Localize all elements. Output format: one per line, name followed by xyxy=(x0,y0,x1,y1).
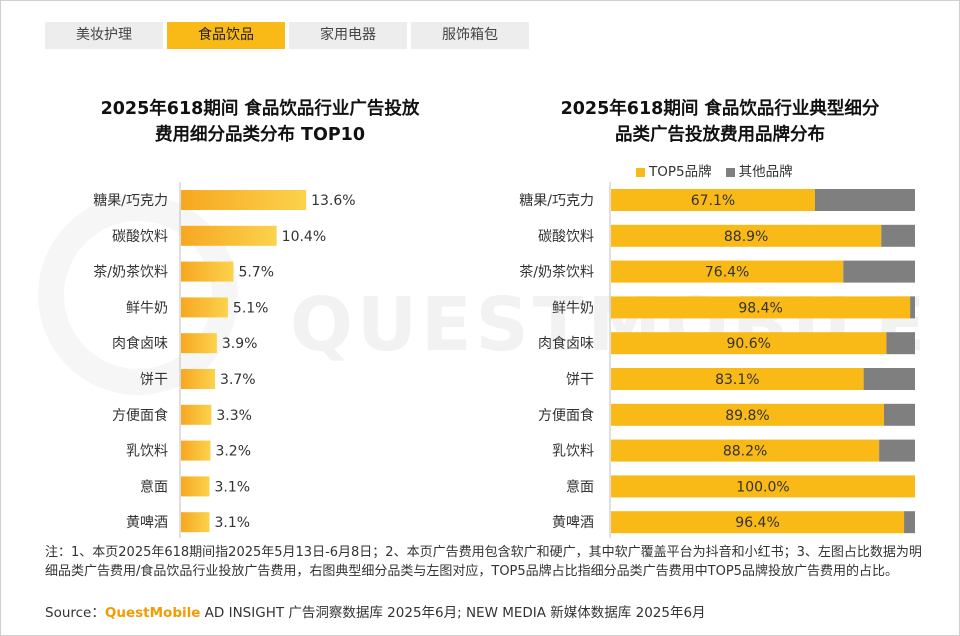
left-bar xyxy=(181,404,212,425)
source-brand: QuestMobile xyxy=(104,605,201,621)
right-value-label: 98.4% xyxy=(738,300,782,316)
right-bar-top5 xyxy=(611,260,844,283)
left-value-label: 5.1% xyxy=(233,300,269,316)
tab-beauty[interactable]: 美妆护理 xyxy=(45,22,163,49)
left-value-label: 3.9% xyxy=(222,336,258,352)
left-chart-title-line2: 费用细分品类分布 TOP10 xyxy=(154,125,366,145)
right-category-label: 方便面食 xyxy=(538,407,594,424)
right-chart-legend: TOP5品牌 其他品牌 xyxy=(636,160,793,180)
legend-item-top5: TOP5品牌 xyxy=(636,160,712,180)
left-category-label: 饼干 xyxy=(140,372,168,388)
left-category-label: 方便面食 xyxy=(112,407,168,424)
right-bar-others xyxy=(886,332,915,355)
right-value-label: 88.2% xyxy=(723,444,767,460)
left-bar xyxy=(181,440,211,461)
right-bar-others xyxy=(814,189,915,211)
left-category-label: 乳饮料 xyxy=(126,444,168,460)
right-bar-others xyxy=(881,224,915,247)
right-value-label: 76.4% xyxy=(705,265,749,281)
category-tabs: 美妆护理 食品饮品 家用电器 服饰箱包 xyxy=(45,22,529,49)
source-rest: AD INSIGHT 广告洞察数据库 2025年6月; NEW MEDIA 新媒… xyxy=(200,605,706,621)
right-value-label: 89.8% xyxy=(725,408,769,424)
left-value-label: 3.3% xyxy=(216,408,252,424)
right-bar-top5 xyxy=(611,296,911,319)
left-category-label: 意面 xyxy=(140,478,168,495)
right-bar-top5 xyxy=(611,332,887,355)
right-bar-others xyxy=(863,368,915,390)
right-bar-top5 xyxy=(611,475,915,498)
left-category-label: 黄啤酒 xyxy=(126,514,168,531)
left-category-label: 茶/奶茶饮料 xyxy=(93,265,168,281)
source-line: Source：QuestMobile AD INSIGHT 广告洞察数据库 20… xyxy=(45,601,706,621)
left-bar xyxy=(181,512,210,533)
right-bar-top5 xyxy=(611,403,884,426)
right-bar-others xyxy=(883,403,915,426)
footnote: 注：1、本页2025年618期间指2025年5月13日-6月8日；2、本页广告费… xyxy=(45,545,922,579)
left-value-label: 10.4% xyxy=(282,229,326,245)
left-value-label: 3.1% xyxy=(215,479,251,495)
right-value-label: 88.9% xyxy=(724,229,768,245)
right-bar-top5 xyxy=(611,224,882,247)
left-value-label: 13.6% xyxy=(311,193,355,209)
left-chart-title-line1: 2025年618期间 食品饮品行业广告投放 xyxy=(100,99,420,119)
tab-apparel-bags[interactable]: 服饰箱包 xyxy=(411,22,529,49)
legend-item-others: 其他品牌 xyxy=(725,160,793,180)
right-category-label: 糖果/巧克力 xyxy=(519,193,594,209)
right-value-label: 96.4% xyxy=(735,515,779,531)
source-prefix: Source： xyxy=(45,605,105,621)
right-stacked-bar-chart: 糖果/巧克力 67.1% 碳酸饮料 88.9% 茶/奶茶饮料 76.4% 鲜牛奶 98.4% 肉… xyxy=(519,182,915,538)
left-chart-title: 2025年618期间 食品饮品行业广告投放 费用细分品类分布 TOP10 xyxy=(40,96,480,148)
left-category-label: 糖果/巧克力 xyxy=(93,193,168,209)
right-category-label: 意面 xyxy=(566,478,594,495)
right-value-label: 67.1% xyxy=(691,193,735,209)
left-category-label: 碳酸饮料 xyxy=(112,229,168,245)
right-category-label: 鲜牛奶 xyxy=(552,300,594,316)
right-chart-title: 2025年618期间 食品饮品行业典型细分 品类广告投放费用品牌分布 xyxy=(510,96,930,148)
right-bar-others xyxy=(879,439,915,462)
legend-label-top5: TOP5品牌 xyxy=(649,164,712,180)
right-value-label: 90.6% xyxy=(726,336,770,352)
tab-home-appliances[interactable]: 家用电器 xyxy=(289,22,407,49)
legend-swatch-others xyxy=(725,167,735,177)
left-value-label: 3.1% xyxy=(215,515,251,531)
left-bar-chart: 糖果/巧克力 13.6% 碳酸饮料 10.4% 茶/奶茶饮料 5.7% 鲜牛奶 5.1% 肉食卤… xyxy=(93,182,356,538)
right-category-label: 茶/奶茶饮料 xyxy=(519,265,594,281)
left-category-label: 肉食卤味 xyxy=(112,335,168,352)
right-value-label: 100.0% xyxy=(736,479,789,495)
right-category-label: 乳饮料 xyxy=(552,444,594,460)
legend-swatch-top5 xyxy=(636,167,645,177)
right-bar-others xyxy=(910,296,915,319)
right-value-label: 83.1% xyxy=(715,372,759,388)
tab-food-beverage[interactable]: 食品饮品 xyxy=(167,22,285,49)
left-bar xyxy=(181,297,228,318)
left-bar xyxy=(181,261,234,282)
left-value-label: 3.2% xyxy=(215,444,251,460)
right-chart-title-line2: 品类广告投放费用品牌分布 xyxy=(615,125,825,145)
left-value-label: 5.7% xyxy=(238,265,274,281)
left-bar xyxy=(181,225,277,246)
left-category-label: 鲜牛奶 xyxy=(126,300,168,316)
right-category-label: 饼干 xyxy=(566,372,594,388)
legend-label-others: 其他品牌 xyxy=(738,164,793,180)
right-category-label: 黄啤酒 xyxy=(552,514,594,531)
left-bar xyxy=(181,333,217,354)
left-bar xyxy=(181,369,216,389)
right-category-label: 肉食卤味 xyxy=(538,335,594,352)
right-chart-title-line1: 2025年618期间 食品饮品行业典型细分 xyxy=(560,99,880,119)
right-category-label: 碳酸饮料 xyxy=(538,229,594,245)
left-bar xyxy=(181,476,210,497)
right-bar-top5 xyxy=(611,439,880,462)
right-bar-top5 xyxy=(611,189,815,211)
right-bar-others xyxy=(843,260,915,283)
right-bar-top5 xyxy=(611,511,905,534)
right-bar-top5 xyxy=(611,368,864,390)
left-value-label: 3.7% xyxy=(220,372,256,388)
left-bar xyxy=(181,190,307,210)
right-bar-others xyxy=(904,511,915,534)
